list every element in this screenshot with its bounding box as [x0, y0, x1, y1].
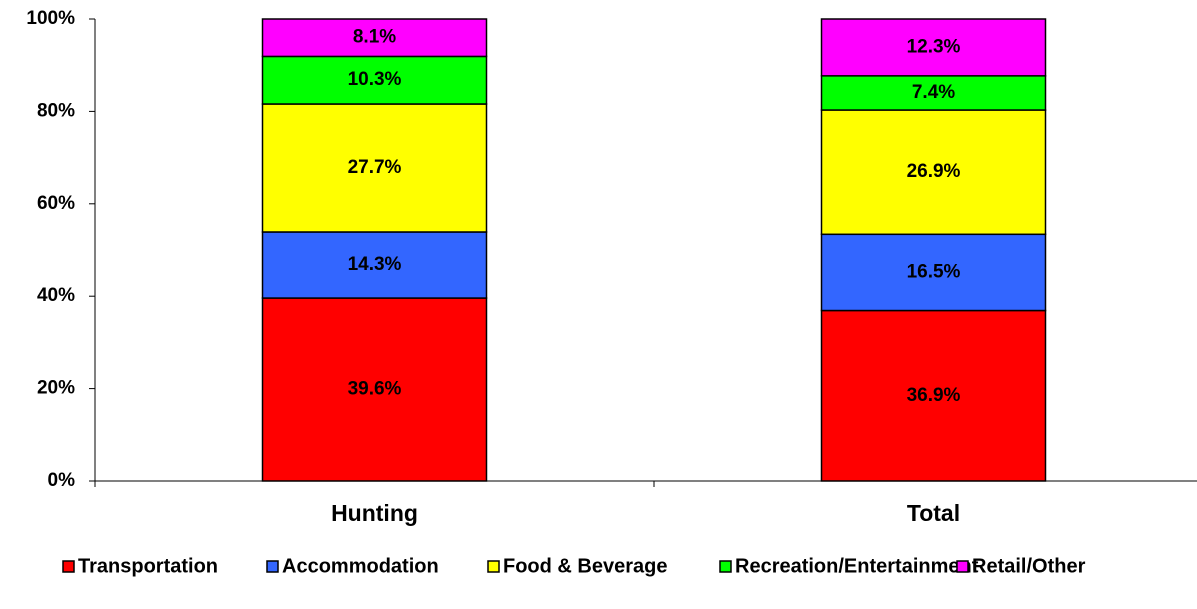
bar-segment	[820, 233, 1047, 312]
bar-segment	[261, 18, 488, 58]
y-tick-label: 0%	[48, 470, 76, 491]
data-label: 39.6%	[348, 379, 402, 400]
legend-swatch	[719, 560, 732, 573]
legend-label: Retail/Other	[972, 555, 1086, 577]
legend-swatch	[266, 560, 279, 573]
y-tick-label: 20%	[37, 378, 75, 399]
data-label: 26.9%	[907, 161, 961, 182]
data-label: 36.9%	[907, 385, 961, 406]
legend-label: Transportation	[78, 555, 218, 577]
legend-label: Accommodation	[282, 555, 439, 577]
data-label: 14.3%	[348, 254, 402, 275]
bar-segment	[820, 109, 1047, 236]
bar-segment	[261, 55, 488, 105]
legend-label: Food & Beverage	[503, 555, 667, 577]
data-label: 10.3%	[348, 69, 402, 90]
legend-swatch	[487, 560, 500, 573]
y-tick-label: 40%	[37, 285, 75, 306]
y-tick-label: 100%	[26, 8, 75, 29]
data-label: 7.4%	[912, 82, 955, 103]
x-tick-label: Total	[907, 500, 960, 526]
legend-swatch	[62, 560, 75, 573]
data-label: 27.7%	[348, 157, 402, 178]
data-label: 16.5%	[907, 261, 961, 282]
bar-segment	[261, 103, 488, 233]
data-label: 12.3%	[907, 36, 961, 57]
y-tick-label: 60%	[37, 193, 75, 214]
data-label: 8.1%	[353, 27, 396, 48]
y-tick-label: 80%	[37, 100, 75, 121]
legend-swatch	[956, 560, 969, 573]
bar-segment	[261, 231, 488, 299]
legend-label: Recreation/Entertainment	[735, 555, 979, 577]
bar-segment	[820, 309, 1047, 482]
x-tick-label: Hunting	[331, 500, 418, 526]
bar-segment	[820, 75, 1047, 111]
bar-segment	[820, 18, 1047, 77]
